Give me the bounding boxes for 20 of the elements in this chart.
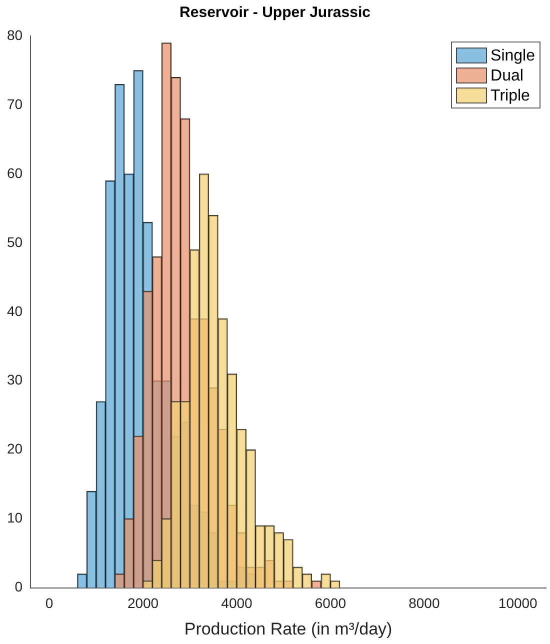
legend-label: Single: [490, 47, 536, 64]
x-tick-label: 6000: [314, 595, 346, 612]
x-tick-label: 8000: [408, 595, 440, 612]
x-tick-label: 2000: [127, 595, 159, 612]
y-tick-label: 20: [6, 440, 23, 457]
y-tick-label: 10: [6, 510, 23, 526]
y-tick-label: 80: [6, 26, 23, 43]
x-tick-label: 0: [45, 595, 54, 612]
y-tick-label: 30: [6, 372, 23, 388]
y-tick-label: 50: [6, 234, 23, 250]
y-tick-label: 0: [14, 578, 23, 595]
y-tick-label: 70: [6, 96, 23, 112]
x-axis-title: Production Rate (in m³/day): [184, 619, 392, 638]
y-tick-label: 60: [6, 164, 23, 181]
legend-label: Dual: [490, 67, 524, 84]
y-tick-label: 40: [6, 302, 23, 319]
x-tick-label: 4000: [221, 595, 253, 612]
legend-label: Triple: [490, 87, 530, 104]
x-tick-label: 10000: [498, 595, 538, 612]
chart-title: Reservoir - Upper Jurassic: [180, 4, 370, 22]
